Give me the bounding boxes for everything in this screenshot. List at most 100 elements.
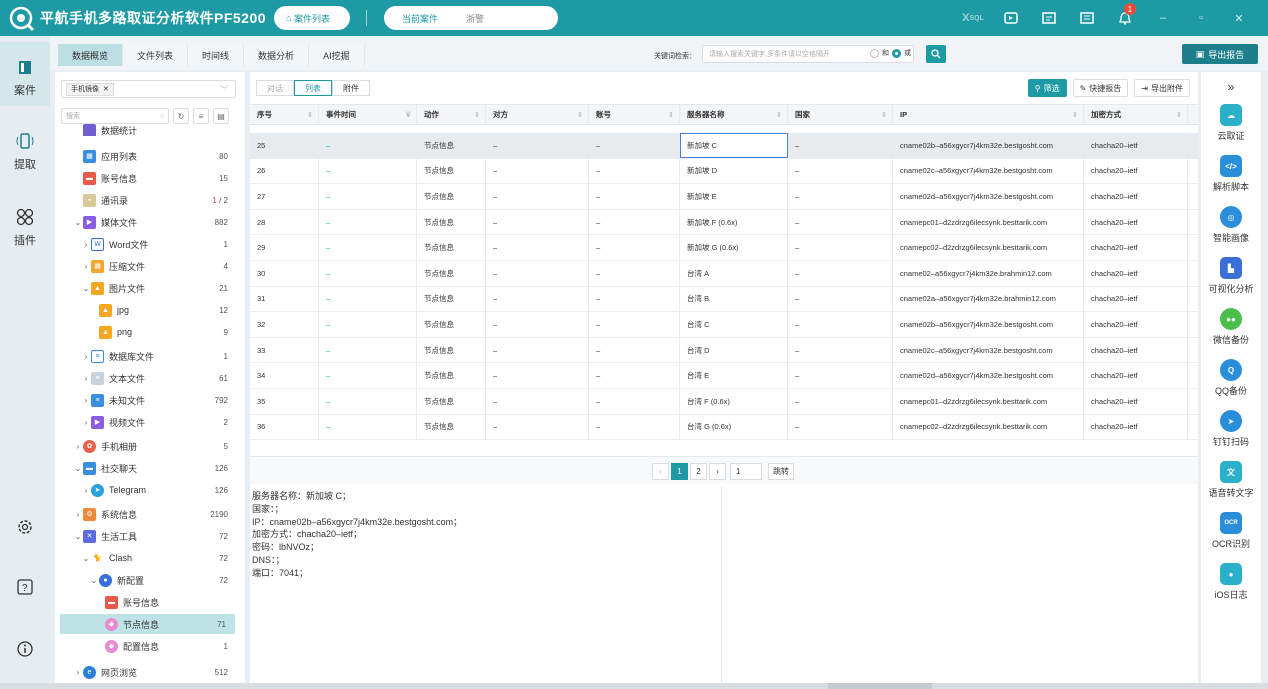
excel-icon[interactable]: X SQL (962, 12, 984, 24)
chevron-right-icon[interactable]: › (76, 509, 80, 519)
tree-item-node-info[interactable]: ◆ 节点信息 71 (60, 614, 235, 634)
tree-item-text[interactable]: › ≡ 文本文件 61 (81, 368, 237, 388)
view-tab-list[interactable]: 列表 (294, 80, 332, 96)
or-radio[interactable] (892, 48, 901, 58)
tool-visual[interactable]: ▙ 可视化分析 (1201, 257, 1261, 295)
tree-item-browser[interactable]: › e 网页浏览 512 (73, 662, 237, 682)
notification-bell-icon[interactable]: 1 (1106, 0, 1144, 36)
chevron-right-icon[interactable]: › (76, 441, 80, 451)
table-row[interactable]: 30 – 节点信息 – – 台湾 A – cname02–a56xgycr7j4km32e.b… (250, 261, 1198, 287)
table-row[interactable]: 28 – 节点信息 – – 新加坡 F (0.6x) – cnamepc01–d2zdrzg6… (250, 209, 1198, 236)
table-row[interactable]: 36 – 节点信息 – – 台湾 G (0.6x) – cnamepc02–d2zdrzg6i… (250, 414, 1198, 441)
horizontal-scrollbar[interactable] (0, 683, 1268, 689)
tool-cloud[interactable]: ☁ 云取证 (1201, 104, 1261, 142)
tool-ios-log[interactable]: ● iOS日志 (1201, 563, 1261, 601)
view-tab-attachment[interactable]: 附件 (332, 80, 370, 96)
sort-icon[interactable]: ⇕ (1072, 111, 1078, 119)
column-header[interactable]: 加密方式 ⇕ (1084, 105, 1188, 124)
chevron-down-icon[interactable]: ⌄ (82, 283, 90, 293)
tool-qq[interactable]: Q QQ备份 (1201, 359, 1261, 397)
view-tab-chat[interactable]: 对话 (256, 80, 294, 96)
tree-item-social[interactable]: ⌄ ▬ 社交聊天 126 (73, 458, 237, 478)
chevron-right-icon[interactable]: › (84, 239, 88, 249)
tool-profile[interactable]: ◎ 智能画像 (1201, 206, 1261, 244)
collapse-icon[interactable]: ≡ (193, 108, 209, 124)
column-header[interactable]: 动作 ⇕ (417, 105, 486, 124)
search-button[interactable] (926, 45, 946, 63)
tree-item-images[interactable]: ⌄ ▲ 图片文件 21 (81, 278, 237, 298)
goto-button[interactable]: 跳转 (768, 463, 794, 480)
report-icon[interactable] (1030, 0, 1068, 36)
tool-script[interactable]: </> 解析脚本 (1201, 155, 1261, 193)
nav-case[interactable]: 案件 (0, 42, 50, 106)
sort-icon[interactable]: ⇕ (307, 111, 313, 119)
column-header[interactable]: IP ⇕ (893, 105, 1084, 124)
chevron-down-icon[interactable]: ⌄ (74, 217, 82, 227)
tree-item-life-tools[interactable]: ⌄ ✕ 生活工具 72 (73, 526, 237, 546)
tree-item-config-info[interactable]: ◆ 配置信息 1 (105, 636, 237, 656)
maximize-icon[interactable]: ▫ (1199, 12, 1203, 24)
nav-extract[interactable]: 提取 (0, 130, 50, 172)
table-row[interactable]: 25 – 节点信息 – – 新加坡 C – cname02b–a56xgycr7j4km32e… (250, 133, 1198, 159)
filter-button[interactable]: ⚲ 筛选 (1027, 79, 1067, 97)
tag-close-icon[interactable]: ✕ (103, 86, 109, 93)
keyword-search-input[interactable]: 请输入搜索关键字,多条件请以空格隔开 (702, 45, 914, 63)
table-row[interactable]: 35 – 节点信息 – – 台湾 F (0.6x) – cnamepc01–d2zdrzg6i… (250, 389, 1198, 415)
tree-item-unknown[interactable]: › ≡ 未知文件 792 (81, 390, 237, 410)
tree-item-account-info[interactable]: ▬ 账号信息 (105, 592, 237, 612)
chevron-down-icon[interactable]: ⌄ (90, 575, 98, 585)
chevron-down-icon[interactable]: ⌄ (74, 463, 82, 473)
filter-tag[interactable]: 手机镜像 ✕ (66, 82, 114, 96)
column-header[interactable]: 序号 ⇕ (250, 105, 319, 124)
tree-item-contacts[interactable]: ▪ 通讯录 1 / 2 (83, 190, 237, 210)
tree-item-video[interactable]: › ▶ 视频文件 2 (81, 412, 237, 432)
chevron-down-icon[interactable]: ⌄ (82, 553, 90, 563)
sort-icon[interactable]: ⇕ (668, 111, 674, 119)
page-2[interactable]: 2 (690, 463, 707, 480)
collapse-sidebar-icon[interactable]: » (1227, 80, 1235, 94)
column-header[interactable]: 国家 ⇕ (788, 105, 893, 124)
tree-item-telegram[interactable]: › ➤ Telegram 126 (81, 480, 237, 500)
and-radio[interactable] (870, 48, 879, 58)
tool-speech[interactable]: 文语音转文字 (1201, 461, 1261, 499)
chevron-right-icon[interactable]: › (84, 417, 88, 427)
tree-item-word[interactable]: › W Word文件 1 (81, 234, 237, 254)
table-row[interactable]: 29 – 节点信息 – – 新加坡 G (0.6x) – cnamepc02–d2zdrzg6… (250, 235, 1198, 261)
tool-dingtalk[interactable]: ➤ 钉钉扫码 (1201, 410, 1261, 448)
table-row[interactable]: 32 – 节点信息 – – 台湾 C – cname02b–a56xgycr7j4km32e.… (250, 312, 1198, 338)
tab-overview[interactable]: 数据概览 (58, 44, 124, 66)
column-header[interactable]: 服务器名称 ⇕ (680, 105, 788, 124)
chevron-right-icon[interactable]: › (84, 261, 88, 271)
tool-ocr[interactable]: OCR OCR识别 (1201, 512, 1261, 550)
column-header[interactable]: 对方 ⇕ (486, 105, 589, 124)
tree-search-input[interactable]: 搜索 ○ (61, 108, 169, 124)
column-header[interactable]: 账号 ⇕ (589, 105, 680, 124)
current-case-selector[interactable]: 当前案件 浙警 (384, 6, 558, 30)
settings-icon[interactable] (0, 516, 50, 542)
nav-plugin[interactable]: 插件 (0, 206, 50, 248)
help-icon[interactable]: ? (0, 576, 50, 602)
chevron-right-icon[interactable]: › (84, 373, 88, 383)
scrollbar-thumb[interactable] (828, 683, 932, 689)
table-row[interactable]: 34 – 节点信息 – – 台湾 E – cname02d–a56xgycr7j4km32e.… (250, 363, 1198, 389)
tree-item-jpg[interactable]: ▲ jpg 12 (99, 300, 237, 320)
table-row[interactable]: 31 – 节点信息 – – 台湾 B – cname02a–a56xgycr7j4km32e.… (250, 286, 1198, 313)
info-icon[interactable] (0, 638, 50, 664)
chevron-right-icon[interactable]: › (84, 395, 88, 405)
tab-ai-mining[interactable]: AI挖掘 (309, 44, 365, 66)
case-list-button[interactable]: ⌂ 案件列表 (274, 6, 350, 30)
chevron-right-icon[interactable]: › (76, 667, 80, 677)
tab-analysis[interactable]: 数据分析 (244, 44, 310, 66)
table-row[interactable]: 27 – 节点信息 – – 新加坡 E – cname02d–a56xgycr7j4km32e… (250, 184, 1198, 210)
tab-timeline[interactable]: 时间线 (188, 44, 245, 66)
tree-item-album[interactable]: › ✿ 手机相册 5 (73, 436, 237, 456)
minimize-icon[interactable]: – (1159, 12, 1167, 24)
chevron-right-icon[interactable]: › (84, 351, 88, 361)
column-header[interactable]: 事件时间 ⊽ (319, 105, 417, 124)
tree-item-accounts[interactable]: ▬ 账号信息 15 (83, 168, 237, 188)
tab-file-list[interactable]: 文件列表 (123, 44, 189, 66)
tree-item-stats[interactable]: 数据统计 (83, 124, 265, 136)
expand-icon[interactable]: ▤ (213, 108, 229, 124)
sort-icon[interactable]: ⇕ (577, 111, 583, 119)
page-1[interactable]: 1 (671, 463, 688, 480)
